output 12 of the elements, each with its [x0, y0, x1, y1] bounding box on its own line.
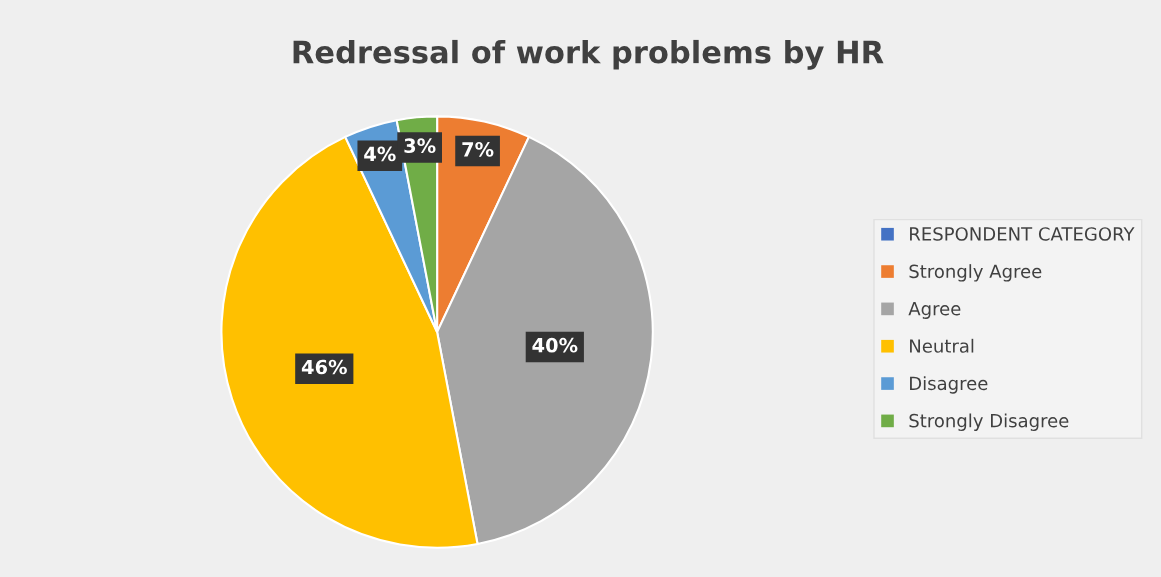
legend-label: Strongly Disagree	[909, 413, 1069, 431]
legend-label: Agree	[908, 302, 961, 319]
data-label: 40%	[532, 337, 578, 353]
legend-label: Neutral	[910, 338, 974, 353]
data-label: 3%	[404, 138, 436, 154]
data-label: 46%	[301, 359, 347, 375]
legend-label: RESPONDENT CATEGORY	[910, 227, 1135, 241]
legend-label: Strongly Agree	[909, 264, 1042, 282]
data-label: 4%	[364, 146, 396, 162]
legend-label: Disagree	[910, 376, 988, 394]
data-label: 7%	[462, 141, 494, 157]
chart-title: Redressal of work problems by HR	[293, 39, 884, 70]
